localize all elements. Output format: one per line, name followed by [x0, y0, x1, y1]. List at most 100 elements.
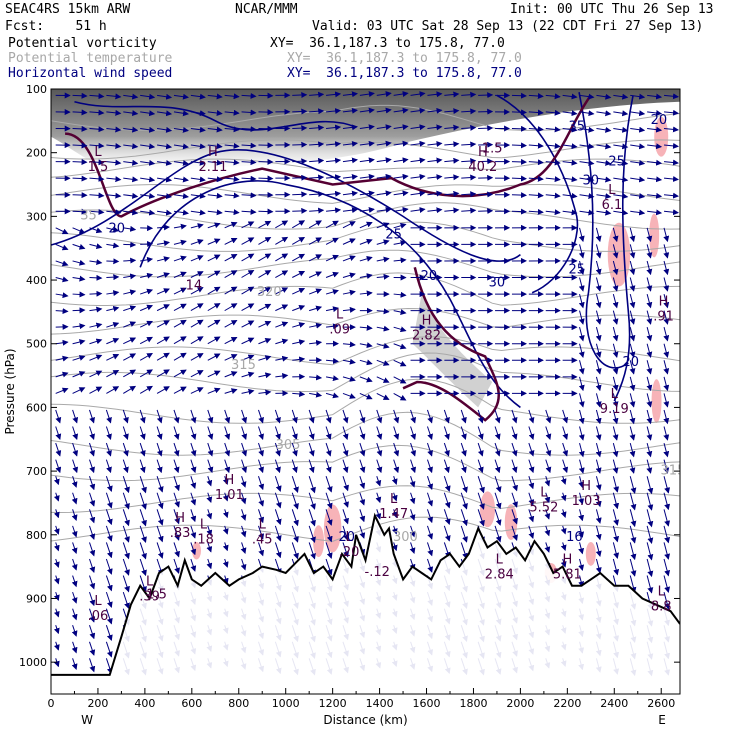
init-time: Init: 00 UTC Thu 26 Sep 13 [510, 2, 714, 17]
wind-arrow [630, 126, 646, 133]
wind-arrow [190, 239, 204, 245]
wind-arrow [342, 207, 358, 214]
wind-arrow [578, 525, 585, 538]
wind-arrow [630, 176, 646, 183]
pv-tropopause [64, 94, 592, 218]
wind-arrow [629, 293, 636, 309]
wind-arrow [89, 159, 105, 166]
x-tick-label: 2400 [600, 697, 628, 710]
wind-arrow [663, 310, 670, 325]
wind-arrow [612, 558, 620, 576]
wind-arrow [612, 426, 619, 441]
wind-arrow [578, 426, 585, 441]
wind-arrow [53, 625, 60, 635]
wind-arrow [308, 220, 322, 229]
wind-arrow [410, 459, 417, 474]
wind-arrow [342, 190, 358, 197]
wind-arrow [292, 253, 306, 262]
wind-arrow [106, 386, 120, 394]
wind-arrow [275, 287, 289, 295]
pv-extremum-value: 40.2 [468, 160, 497, 175]
x-tick-label: 400 [134, 697, 155, 710]
wind-arrow [173, 223, 187, 230]
wind-arrow [53, 509, 60, 519]
wind-arrow [89, 476, 96, 491]
wind-arrow [528, 93, 544, 100]
wind-arrow [544, 542, 551, 553]
wind-arrow [326, 174, 342, 181]
wind-arrow [326, 207, 342, 214]
wind-arrow [224, 303, 238, 312]
field-pv-name: Potential vorticity [8, 36, 157, 51]
wind-arrow [122, 409, 129, 424]
wind-arrow [173, 143, 189, 150]
x-axis-label: Distance (km) [323, 713, 407, 727]
wind-arrow [596, 159, 612, 166]
wind-arrow [89, 658, 96, 673]
wind-arrow [646, 277, 653, 292]
wind-arrow [494, 409, 501, 424]
wind-speed-contour [496, 94, 579, 294]
wind-arrow [393, 190, 409, 197]
pv-low-label: L [658, 584, 666, 599]
wind-arrow [325, 237, 339, 245]
wind-arrow [291, 509, 299, 527]
wind-speed-label: 25 [568, 263, 585, 278]
wind-arrow [173, 110, 189, 117]
wind-arrow [410, 140, 426, 147]
wind-arrow [612, 244, 619, 259]
wind-arrow [578, 277, 585, 292]
wind-arrow [528, 126, 544, 133]
wind-arrow [190, 159, 206, 166]
pv-low-label: L [336, 307, 344, 322]
wind-arrow [663, 192, 679, 199]
wind-arrow [89, 93, 105, 100]
wind-arrow [562, 126, 578, 133]
wind-arrow [612, 542, 620, 559]
wind-arrow [545, 93, 561, 100]
wind-arrow [241, 221, 255, 229]
wind-arrow [224, 270, 238, 278]
wind-arrow [173, 159, 189, 166]
wind-arrow [224, 371, 238, 378]
wind-arrow [427, 91, 443, 98]
wind-arrow [89, 509, 96, 524]
wind-arrow [528, 492, 535, 506]
wind-arrow [157, 126, 173, 133]
wind-arrow [89, 492, 96, 507]
wind-arrow [224, 354, 238, 361]
wind-arrow [612, 509, 620, 526]
pv-low-label: L [259, 517, 267, 532]
wind-arrow [342, 459, 349, 474]
wind-arrow [71, 542, 78, 555]
wind-arrow [630, 143, 646, 150]
wind-arrow [342, 358, 356, 365]
wind-arrow [258, 442, 264, 457]
wind-arrow [72, 409, 79, 424]
wind-arrow [596, 93, 612, 100]
wind-arrow [578, 509, 585, 522]
wind-arrow [663, 426, 670, 441]
wind-arrow [72, 208, 88, 215]
pv-low-label: L [611, 387, 619, 402]
wind-arrow [579, 143, 595, 150]
wind-arrow [123, 273, 137, 280]
wind-arrow [173, 369, 187, 378]
wind-arrow [207, 459, 214, 474]
wind-arrow [258, 542, 265, 557]
wind-arrow [612, 327, 619, 342]
wind-arrow [241, 126, 257, 133]
wind-arrow [89, 542, 96, 557]
wind-arrow [545, 176, 561, 183]
wind-arrow [595, 558, 602, 574]
theta-contour-label: 315 [661, 463, 686, 478]
wind-arrow [545, 109, 561, 116]
wind-arrow [241, 371, 255, 378]
wind-arrow [443, 442, 450, 457]
wind-arrow [105, 476, 113, 493]
wind-arrow [511, 492, 518, 508]
wind-arrow [376, 392, 390, 400]
wind-arrow [224, 176, 240, 183]
wind-arrow [292, 270, 306, 278]
wind-arrow [274, 409, 281, 424]
